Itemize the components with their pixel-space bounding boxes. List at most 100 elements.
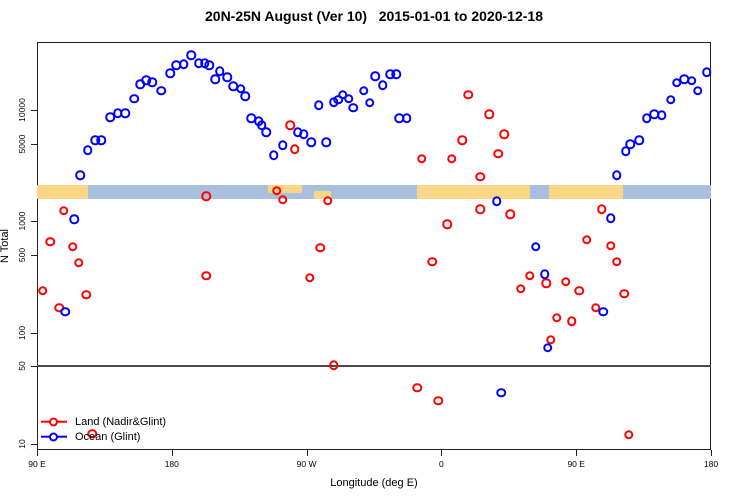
x-axis-tick-label: 0	[439, 459, 444, 469]
data-point-ocean	[531, 242, 541, 252]
data-point-ocean	[321, 137, 331, 147]
y-axis-tick-label: 100	[17, 325, 27, 340]
data-point-land	[74, 258, 84, 268]
data-point-land	[285, 120, 295, 130]
data-point-land	[322, 195, 333, 206]
data-point-ocean	[378, 80, 388, 90]
data-point-ocean	[129, 94, 140, 104]
x-axis-label: Longitude (deg E)	[330, 477, 418, 489]
data-point-ocean	[665, 95, 676, 105]
reference-line-50	[37, 365, 711, 367]
y-axis-tick	[31, 143, 37, 145]
data-point-land	[505, 209, 516, 219]
data-point-ocean	[210, 74, 220, 84]
legend-circle-icon	[49, 432, 58, 441]
data-point-ocean	[306, 137, 316, 147]
data-point-ocean	[179, 59, 189, 69]
x-axis-tick	[711, 450, 712, 456]
data-point-ocean	[402, 113, 412, 124]
data-point-ocean	[686, 76, 697, 86]
data-point-ocean	[83, 145, 93, 155]
data-point-land	[447, 154, 457, 164]
legend: Land (Nadir&Glint) Ocean (Glint)	[41, 414, 166, 444]
data-point-land	[412, 383, 423, 393]
data-point-land	[574, 285, 584, 296]
y-axis-label: N Total	[0, 228, 11, 264]
data-point-land	[304, 273, 315, 283]
map-strip-land-segment	[267, 185, 303, 194]
data-point-ocean	[69, 214, 80, 224]
data-point-ocean	[370, 71, 381, 81]
chart-title: 20N-25N August (Ver 10) 2015-01-01 to 20…	[205, 8, 543, 24]
data-point-ocean	[75, 170, 86, 180]
data-point-land	[417, 154, 427, 164]
data-point-land	[328, 360, 339, 370]
x-axis-tick	[441, 450, 443, 456]
data-point-land	[81, 290, 92, 300]
legend-label-ocean: Ocean (Glint)	[75, 430, 141, 443]
y-axis-tick	[31, 221, 37, 223]
data-point-ocean	[656, 110, 667, 120]
data-point-land	[433, 396, 444, 406]
x-axis-tick-label: 180	[703, 459, 719, 469]
data-point-ocean	[165, 68, 176, 78]
x-axis-tick	[306, 450, 308, 456]
data-point-land	[484, 109, 495, 119]
data-point-land	[605, 241, 616, 251]
legend-circle-icon	[49, 417, 58, 426]
data-point-ocean	[240, 91, 250, 101]
data-point-land	[499, 129, 510, 139]
data-point-ocean	[120, 108, 131, 118]
data-point-ocean	[701, 67, 712, 77]
y-axis-tick-label: 10	[17, 439, 27, 449]
map-strip-land-segment	[37, 185, 88, 199]
data-point-land	[475, 172, 486, 182]
data-point-ocean	[204, 60, 214, 70]
data-point-ocean	[313, 100, 324, 110]
data-point-land	[581, 235, 592, 245]
data-point-land	[442, 219, 453, 229]
data-point-land	[611, 256, 622, 267]
y-axis-tick	[31, 332, 37, 334]
data-point-land	[493, 149, 504, 159]
y-axis-tick	[31, 254, 37, 256]
data-point-ocean	[96, 135, 107, 145]
data-point-land	[457, 135, 468, 145]
data-point-land	[271, 186, 282, 196]
x-axis-tick-label: 90 W	[296, 459, 317, 469]
y-axis-tick-label: 5000	[17, 134, 27, 154]
data-point-land	[427, 257, 438, 267]
data-point-ocean	[611, 170, 622, 180]
x-axis-tick-label: 180	[164, 459, 179, 469]
data-point-ocean	[625, 139, 635, 149]
data-point-ocean	[539, 269, 550, 279]
data-point-land	[289, 144, 300, 154]
data-point-land	[45, 237, 56, 247]
data-point-ocean	[496, 388, 507, 398]
data-point-land	[315, 243, 325, 253]
data-point-ocean	[358, 86, 369, 96]
y-axis-tick-label: 500	[17, 247, 27, 262]
data-point-ocean	[542, 343, 553, 353]
x-axis-tick	[576, 450, 578, 456]
data-point-land	[87, 429, 98, 439]
legend-item-land: Land (Nadir&Glint)	[41, 414, 166, 429]
data-point-land	[68, 242, 78, 252]
data-point-ocean	[364, 98, 375, 108]
data-point-ocean	[391, 69, 402, 79]
y-axis-tick	[31, 443, 37, 445]
data-point-ocean	[268, 150, 279, 160]
map-strip-land-segment	[314, 191, 331, 199]
data-point-ocean	[186, 50, 197, 60]
data-point-ocean	[343, 94, 354, 104]
data-point-land	[463, 90, 474, 100]
y-axis-tick-label: 50	[17, 361, 27, 371]
data-point-ocean	[214, 66, 225, 76]
data-point-land	[525, 271, 535, 281]
data-point-ocean	[261, 127, 271, 137]
data-point-ocean	[492, 196, 502, 206]
data-point-land	[619, 289, 629, 299]
x-axis-tick	[37, 450, 38, 456]
data-point-land	[59, 206, 69, 216]
data-point-ocean	[222, 72, 232, 82]
